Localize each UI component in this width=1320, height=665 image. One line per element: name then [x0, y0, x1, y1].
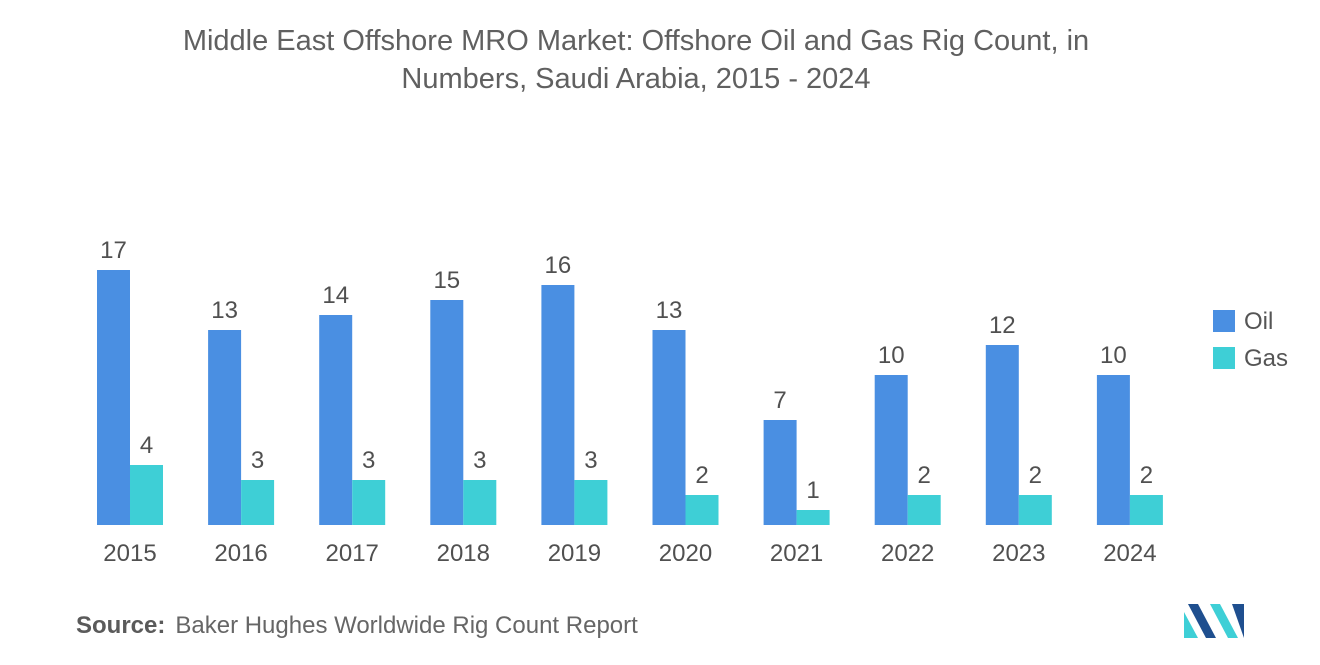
bar-gas-2021	[796, 510, 830, 525]
data-label-gas-2020: 2	[695, 462, 708, 489]
bar-gas-2017	[352, 480, 386, 525]
bar-oil-2019	[541, 285, 575, 525]
bar-gas-2015	[130, 465, 163, 525]
source-note: Source: Baker Hughes Worldwide Rig Count …	[76, 612, 638, 640]
bar-gas-2016	[241, 480, 275, 525]
bar-oil-2021	[763, 420, 797, 525]
x-tick-label-2021: 2021	[770, 540, 823, 567]
brand-logo-icon	[1184, 604, 1244, 638]
data-label-gas-2015: 4	[140, 432, 153, 459]
data-label-gas-2016: 3	[251, 447, 264, 474]
source-label: Source:	[76, 612, 166, 639]
bar-gas-2018	[463, 480, 497, 525]
data-label-oil-2017: 14	[322, 282, 349, 309]
bar-oil-2018	[430, 300, 464, 525]
data-label-gas-2019: 3	[584, 447, 597, 474]
bar-oil-2016	[208, 330, 242, 525]
data-label-gas-2024: 2	[1140, 462, 1153, 489]
chart-title: Middle East Offshore MRO Market: Offshor…	[0, 22, 1272, 98]
bar-oil-2015	[97, 270, 130, 525]
x-tick-label-2018: 2018	[437, 540, 490, 567]
chart-title-line-2: Numbers, Saudi Arabia, 2015 - 2024	[401, 63, 871, 95]
bar-oil-2023	[985, 345, 1019, 525]
bar-oil-2024	[1096, 375, 1130, 525]
legend-label-gas: Gas	[1244, 345, 1288, 372]
source-text: Baker Hughes Worldwide Rig Count Report	[175, 612, 638, 639]
data-label-gas-2018: 3	[473, 447, 486, 474]
x-tick-label-2019: 2019	[548, 540, 601, 567]
data-label-oil-2024: 10	[1100, 342, 1127, 369]
data-label-oil-2018: 15	[433, 267, 460, 294]
bar-oil-2017	[319, 315, 353, 525]
x-tick-label-2015: 2015	[103, 540, 156, 567]
bar-oil-2020	[652, 330, 686, 525]
data-label-gas-2023: 2	[1029, 462, 1042, 489]
chart-title-line-1: Middle East Offshore MRO Market: Offshor…	[182, 25, 1090, 57]
data-label-gas-2022: 2	[918, 462, 931, 489]
legend-label-oil: Oil	[1244, 308, 1273, 335]
x-tick-label-2017: 2017	[326, 540, 379, 567]
x-tick-label-2022: 2022	[881, 540, 934, 567]
x-tick-label-2016: 2016	[214, 540, 267, 567]
bar-gas-2022	[907, 495, 941, 525]
data-label-oil-2015: 17	[100, 237, 127, 264]
data-label-oil-2021: 7	[773, 387, 786, 414]
data-label-oil-2016: 13	[211, 297, 238, 324]
data-label-gas-2017: 3	[362, 447, 375, 474]
x-tick-label-2023: 2023	[992, 540, 1045, 567]
x-tick-label-2020: 2020	[659, 540, 712, 567]
bar-gas-2020	[685, 495, 719, 525]
bar-chart: 1742015133201614320171532018163201913220…	[97, 237, 1288, 567]
data-label-oil-2023: 12	[989, 312, 1016, 339]
legend-swatch-gas	[1213, 347, 1235, 369]
legend-swatch-oil	[1213, 310, 1235, 332]
data-label-oil-2022: 10	[878, 342, 905, 369]
data-label-oil-2020: 13	[656, 297, 683, 324]
data-label-oil-2019: 16	[545, 252, 572, 279]
bar-oil-2022	[874, 375, 908, 525]
x-tick-label-2024: 2024	[1103, 540, 1156, 567]
bar-gas-2024	[1129, 495, 1163, 525]
bar-gas-2023	[1018, 495, 1052, 525]
data-label-gas-2021: 1	[806, 477, 819, 504]
bar-gas-2019	[574, 480, 608, 525]
